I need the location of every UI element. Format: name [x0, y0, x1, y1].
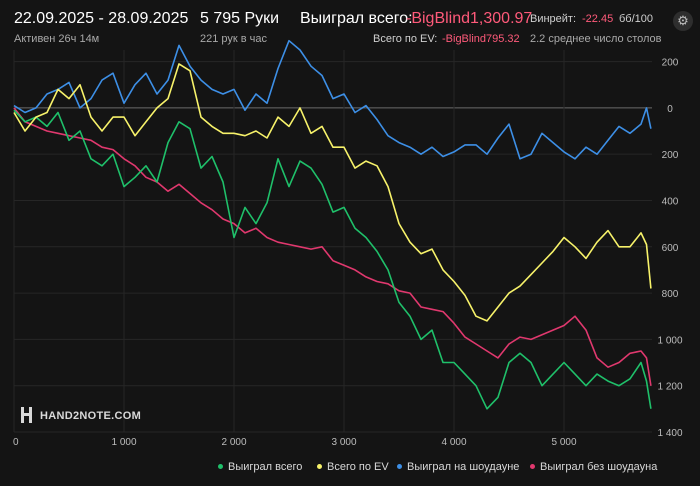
series-line-showdown [13, 39, 652, 160]
legend-item-non-showdown[interactable]: Выиграл без шоудауна [530, 461, 657, 473]
y-tick-label: 800 [662, 289, 679, 300]
legend-dot-showdown [397, 463, 402, 469]
x-tick-label: 4 000 [441, 437, 466, 448]
avg-tables: 2.2 среднее число столов [530, 33, 662, 45]
y-tick-label: 1 400 [657, 428, 682, 439]
y-tick-label: 1 200 [657, 382, 682, 393]
legend-label: Всего по EV [327, 461, 389, 473]
winrate-unit: бб/100 [619, 13, 654, 25]
date-range: 22.09.2025 - 28.09.2025 [14, 10, 189, 27]
series-line-non-showdown [13, 107, 652, 386]
hands-count: 5 795 Руки [200, 10, 280, 27]
gear-icon[interactable]: ⚙ [673, 11, 693, 31]
ev-total-label: Всего по EV: [373, 33, 438, 45]
winrate-value: -22.45 [582, 13, 614, 25]
y-tick-label: 200 [662, 150, 679, 161]
series-line-won [13, 109, 652, 410]
legend-label: Выиграл всего [228, 461, 303, 473]
winrate-label: Винрейт: [530, 13, 577, 25]
legend-label: Выиграл без шоудауна [540, 461, 658, 473]
y-tick-label: 600 [662, 243, 679, 254]
y-tick-label: 200 [662, 58, 679, 69]
x-tick-label: 5 000 [551, 437, 576, 448]
y-tick-label: 1 000 [657, 335, 682, 346]
x-tick-label: 0 [13, 437, 19, 448]
hand2note-logo-icon [21, 407, 32, 423]
active-time: Активен 26ч 14м [14, 33, 100, 45]
x-tick-label: 1 000 [111, 437, 136, 448]
x-tick-label: 3 000 [331, 437, 356, 448]
legend-item-ev[interactable]: Всего по EV [317, 461, 389, 473]
legend-label: Выиграл на шоудауне [407, 461, 520, 473]
x-tick-label: 2 000 [221, 437, 246, 448]
ev-total-value: -BigBlind795.32 [442, 33, 520, 45]
won-total-label: Выиграл всего: [300, 10, 413, 27]
legend-item-showdown[interactable]: Выиграл на шоудауне [397, 461, 519, 473]
watermark-logo: HAND2NOTE.COM [40, 410, 142, 422]
legend-dot-ev [317, 463, 322, 469]
won-total-value: -BigBlind1,300.97 [406, 10, 533, 27]
legend-dot-non-showdown [530, 463, 535, 469]
y-tick-label: 0 [667, 104, 673, 115]
legend-dot-won [218, 463, 223, 469]
hands-per-hour: 221 рук в час [200, 33, 268, 45]
series-line-ev [13, 63, 652, 322]
y-tick-label: 400 [662, 196, 679, 207]
legend-item-won[interactable]: Выиграл всего [218, 461, 302, 473]
